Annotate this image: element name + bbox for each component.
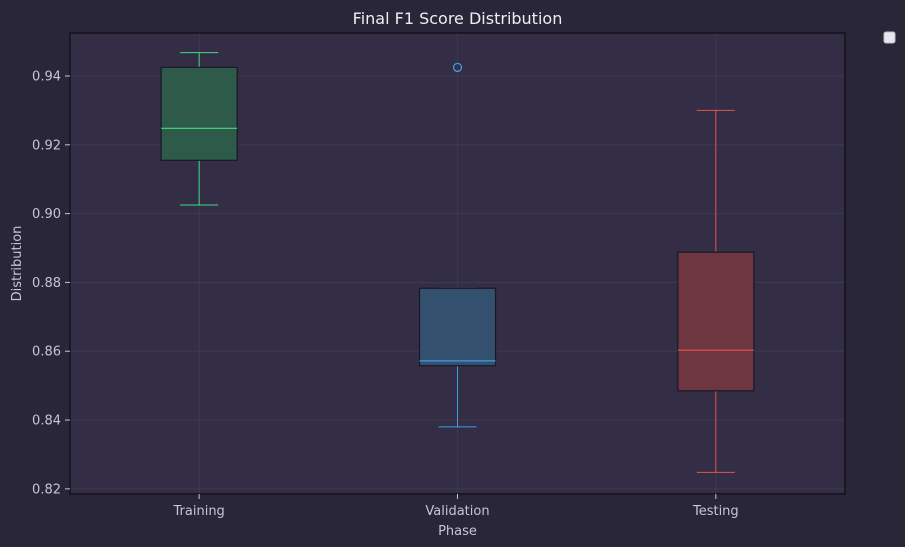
legend-box[interactable] [883, 31, 896, 44]
boxes [160, 52, 755, 473]
y-tick-label: 0.90 [32, 207, 61, 222]
y-tick-label: 0.92 [32, 138, 61, 153]
box-training [160, 52, 238, 206]
y-tick-label: 0.94 [32, 70, 61, 85]
chart-title: Final F1 Score Distribution [353, 9, 563, 28]
y-axis-ticks: 0.82 0.84 0.86 0.88 0.90 0.92 0.94 [32, 70, 70, 497]
box-iqr [160, 66, 238, 161]
x-tick-label: Validation [425, 504, 489, 519]
box-iqr [677, 251, 755, 392]
x-tick-label: Training [173, 504, 225, 519]
box-testing [677, 109, 755, 473]
outlier-point [452, 62, 463, 73]
y-axis-label: Distribution [10, 226, 25, 302]
y-tick-label: 0.86 [32, 345, 61, 360]
box-iqr [418, 287, 497, 367]
x-tick-label: Testing [692, 504, 739, 519]
y-tick-label: 0.84 [32, 414, 61, 429]
x-axis-label: Phase [438, 524, 477, 539]
y-tick-label: 0.88 [32, 276, 61, 291]
box-validation [418, 62, 497, 428]
y-tick-label: 0.82 [32, 482, 61, 497]
x-axis-ticks: Training Validation Testing [173, 494, 739, 519]
